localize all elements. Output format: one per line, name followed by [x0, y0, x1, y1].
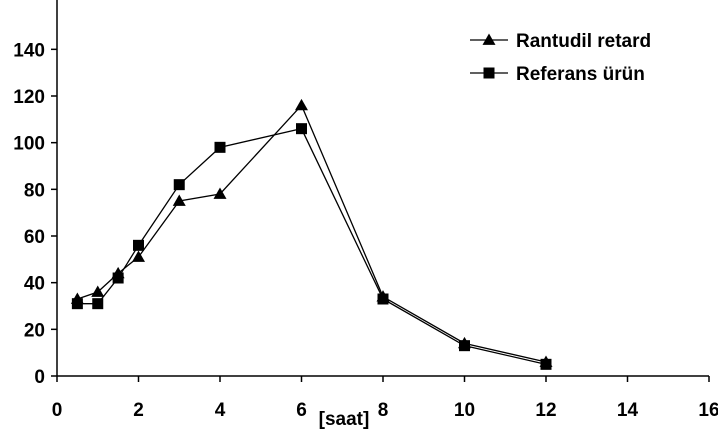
y-tick-label: 0 [34, 367, 45, 388]
y-tick-label: 20 [24, 320, 45, 341]
tick-labels: 0 20 40 60 80 100 120 140 0 2 4 6 8 10 12 14 16 [13, 40, 718, 421]
data-point-square [459, 340, 470, 352]
x-axis-title: [saat] [319, 409, 370, 430]
data-series [70, 98, 553, 370]
data-point-square [92, 298, 104, 310]
y-tick-label: 120 [13, 87, 45, 108]
x-tick-label: 14 [617, 400, 639, 421]
axes [56, 0, 709, 377]
legend-entry: Rantudil retard [470, 31, 651, 52]
data-point-triangle [295, 98, 308, 111]
x-tick-label: 0 [52, 400, 63, 421]
data-point-square [112, 272, 124, 284]
data-point-square [214, 141, 226, 153]
x-tick-label: 8 [378, 400, 389, 421]
series-rantudil-retard [70, 98, 553, 367]
series-line [77, 104, 547, 363]
x-tick-label: 10 [454, 400, 475, 421]
data-point-triangle [213, 187, 227, 199]
y-tick-label: 60 [24, 227, 45, 248]
data-point-triangle [132, 250, 145, 262]
y-tick-label: 100 [13, 134, 45, 155]
x-tick-label: 6 [296, 400, 307, 421]
y-tick-label: 40 [24, 274, 45, 295]
data-point-square [296, 123, 307, 135]
series-line [77, 127, 547, 365]
data-point-triangle [172, 194, 186, 206]
data-point-square [133, 239, 144, 251]
x-tick-label: 12 [535, 400, 556, 421]
y-tick-label: 80 [24, 180, 45, 201]
series-referans-urun [71, 123, 552, 370]
x-tick-label: 2 [133, 400, 144, 421]
data-point-triangle [91, 285, 105, 297]
legend: Rantudil retard Referans ürün [470, 31, 651, 85]
legend-entry: Referans ürün [470, 64, 645, 85]
x-tick-label: 16 [698, 400, 718, 421]
data-point-square [173, 179, 185, 191]
data-point-square [377, 293, 389, 305]
legend-marker-square [483, 67, 495, 79]
legend-marker-triangle [482, 33, 496, 45]
legend-label: Referans ürün [516, 64, 645, 85]
data-point-square [71, 298, 83, 310]
data-point-square [540, 358, 552, 370]
tick-marks [51, 48, 710, 382]
legend-label: Rantudil retard [516, 31, 651, 52]
x-tick-label: 4 [215, 400, 226, 421]
y-tick-label: 140 [13, 40, 45, 61]
